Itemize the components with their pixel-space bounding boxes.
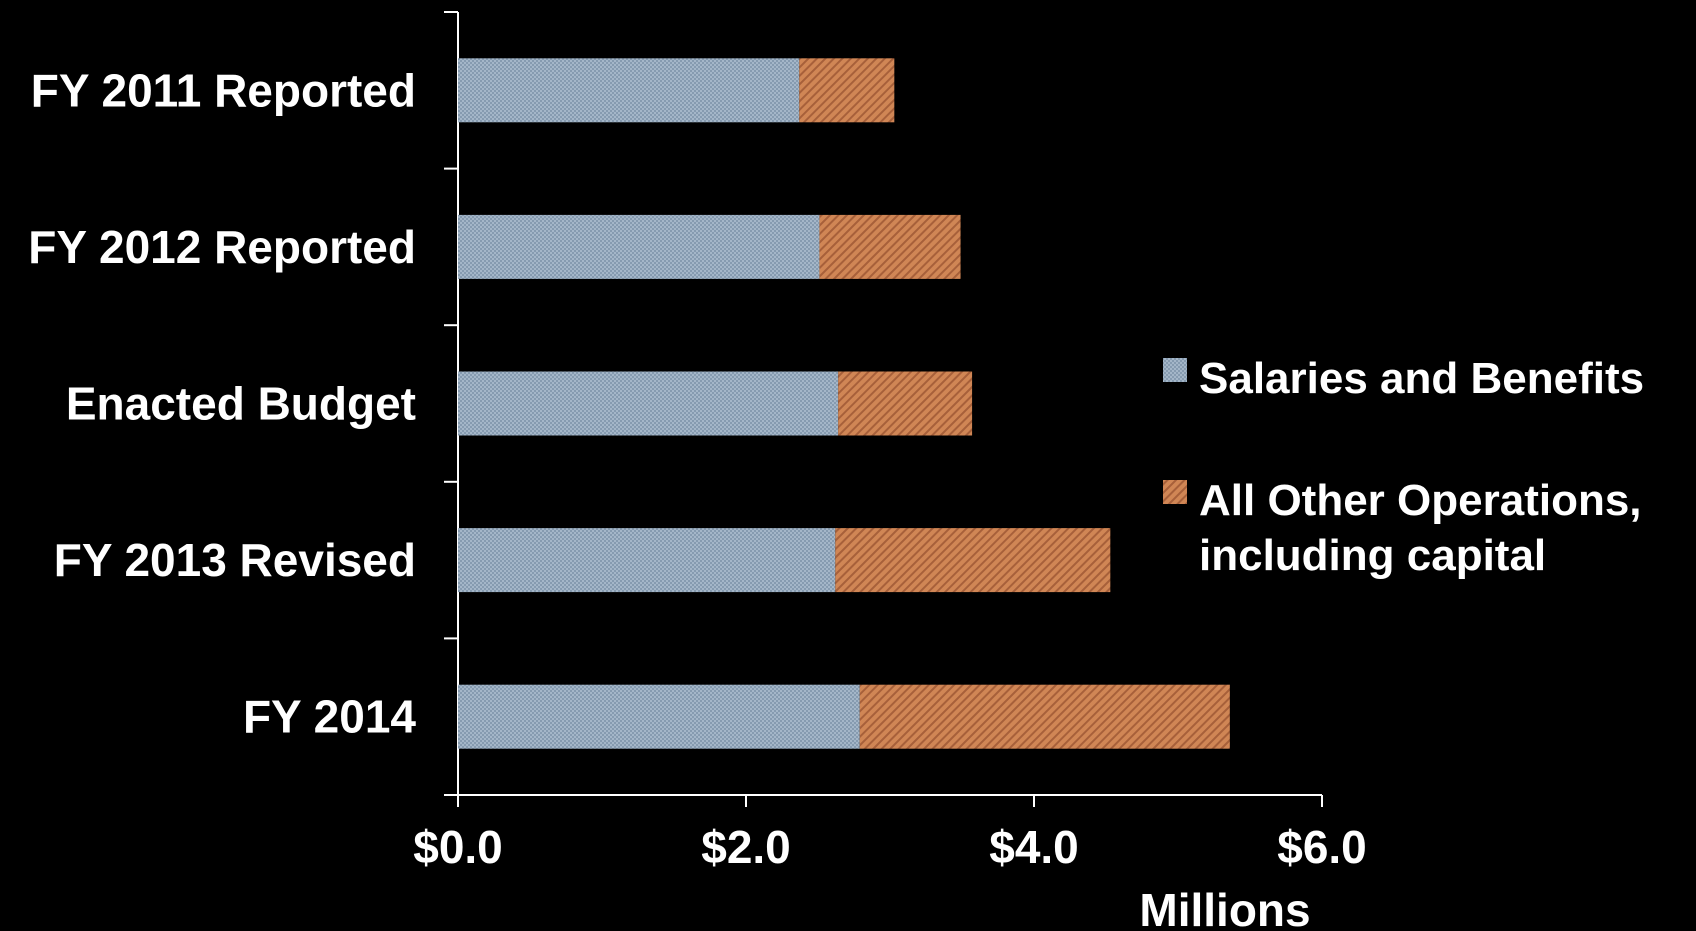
category-label: FY 2013 Revised: [54, 534, 416, 586]
category-label: FY 2011 Reported: [31, 64, 416, 116]
bar-segment-salaries-3: [458, 528, 836, 593]
x-tick-label: $0.0: [413, 821, 503, 873]
bar-segment-other-4: [859, 684, 1230, 749]
bar-segment-other-0: [799, 58, 895, 123]
bar-segment-salaries-1: [458, 214, 820, 279]
category-label: FY 2012 Reported: [28, 221, 416, 273]
bar-segment-other-2: [838, 371, 973, 436]
x-tick-label: $2.0: [701, 821, 791, 873]
category-label: FY 2014: [243, 691, 416, 743]
legend-label-salaries: Salaries and Benefits: [1199, 354, 1644, 403]
category-labels: FY 2011 Reported FY 2012 Reported Enacted …: [28, 64, 416, 742]
category-label: Enacted Budget: [66, 378, 416, 430]
bar-segment-salaries-2: [458, 371, 839, 436]
bar-segment-salaries-0: [458, 58, 800, 123]
x-tick-labels: $0.0 $2.0 $4.0 $6.0: [413, 821, 1367, 873]
legend: Salaries and Benefits All Other Operation…: [1163, 354, 1644, 580]
x-tick-label: $6.0: [1277, 821, 1367, 873]
bars: [458, 58, 1230, 749]
x-axis-title: Millions: [1139, 884, 1310, 931]
bar-segment-other-3: [835, 528, 1111, 593]
legend-swatch-salaries: [1163, 358, 1187, 382]
x-tick-label: $4.0: [989, 821, 1079, 873]
legend-label-other: All Other Operations, including capital: [1199, 476, 1642, 580]
bar-segment-other-1: [819, 214, 961, 279]
legend-label-line: Salaries and Benefits: [1199, 354, 1644, 403]
legend-label-line: All Other Operations,: [1199, 476, 1642, 525]
bar-segment-salaries-4: [458, 684, 860, 749]
legend-label-line: including capital: [1199, 531, 1546, 580]
legend-swatch-other: [1163, 480, 1187, 504]
